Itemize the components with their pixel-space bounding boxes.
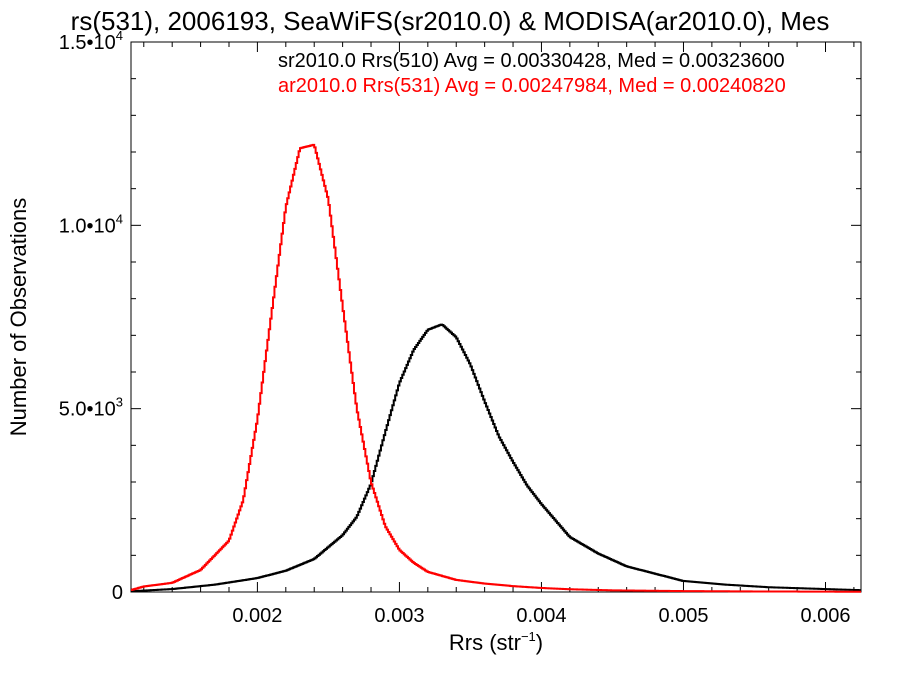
x-axis-label-superscript: −1 bbox=[521, 629, 536, 644]
x-tick-label-0: 0.002 bbox=[232, 605, 282, 627]
x-tick-label-3: 0.005 bbox=[658, 605, 708, 627]
y-tick-label-0: 0 bbox=[112, 582, 123, 604]
series-group bbox=[131, 143, 861, 593]
series-0-step-line bbox=[131, 323, 861, 593]
series-1-step-line bbox=[131, 143, 861, 593]
x-axis-ticks: 0.002 0.003 0.004 0.005 0.006 bbox=[143, 42, 855, 627]
legend-entry-series-0: sr2010.0 Rrs(510) Avg = 0.00330428, Med … bbox=[278, 50, 785, 72]
plot-frame bbox=[130, 41, 862, 593]
y-tick-label-3: 1.5•104 bbox=[59, 28, 123, 54]
y-tick-label-2: 1.0•104 bbox=[59, 211, 123, 237]
y-tick-mantissa-3: 1.5•10 bbox=[59, 32, 116, 54]
y-tick-exponent-3: 4 bbox=[116, 28, 123, 43]
x-tick-label-1: 0.003 bbox=[374, 605, 424, 627]
y-tick-exponent-2: 4 bbox=[116, 211, 123, 226]
y-tick-mantissa-1: 5.0•10 bbox=[59, 399, 116, 421]
y-tick-mantissa-2: 1.0•10 bbox=[59, 215, 116, 237]
y-tick-exponent-1: 3 bbox=[116, 395, 123, 410]
x-axis-label-close: ) bbox=[536, 630, 543, 655]
x-axis-label-main: Rrs (str bbox=[449, 630, 521, 655]
y-tick-mantissa-0: 0 bbox=[112, 582, 123, 604]
y-tick-label-1: 5.0•103 bbox=[59, 395, 123, 421]
x-tick-label-2: 0.004 bbox=[516, 605, 566, 627]
chart-title: rs(531), 2006193, SeaWiFS(sr2010.0) & MO… bbox=[71, 6, 830, 36]
x-tick-label-4: 0.006 bbox=[800, 605, 850, 627]
y-axis-label: Number of Observations bbox=[6, 198, 31, 436]
x-axis-label: Rrs (str−1) bbox=[449, 629, 543, 655]
legend-entry-series-1: ar2010.0 Rrs(531) Avg = 0.00247984, Med … bbox=[278, 75, 786, 97]
